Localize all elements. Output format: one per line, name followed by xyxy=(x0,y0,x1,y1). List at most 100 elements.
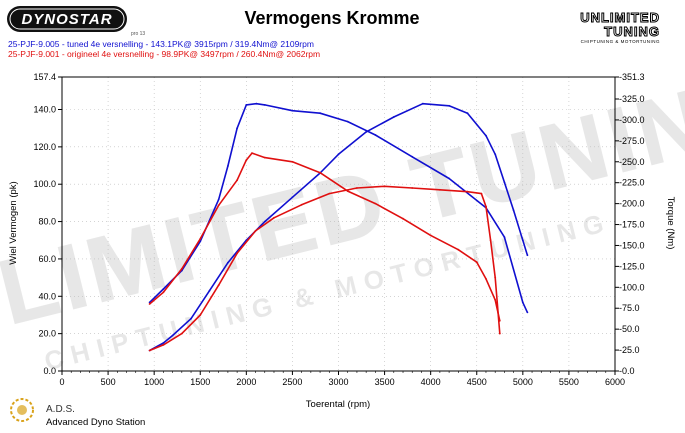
data-point xyxy=(190,317,192,320)
data-point xyxy=(421,102,424,105)
series-line-tuned-power xyxy=(149,102,529,352)
brand-line2: TUNING xyxy=(604,24,660,39)
data-point xyxy=(392,116,395,118)
data-point xyxy=(263,220,266,223)
y2-tick-label: -300.0 xyxy=(619,115,645,125)
series-group xyxy=(148,102,529,352)
x-tick-label: 5500 xyxy=(559,377,579,387)
data-point xyxy=(337,153,340,156)
y2-tick-label: -325.0 xyxy=(619,94,645,104)
y-tick-label: 40.0 xyxy=(38,291,56,301)
data-point xyxy=(251,152,253,155)
data-point xyxy=(494,153,497,156)
x-tick-label: 3000 xyxy=(328,377,348,387)
data-point xyxy=(148,303,151,305)
data-point xyxy=(180,268,183,270)
data-point xyxy=(466,190,469,193)
y-tick-label: 80.0 xyxy=(38,217,56,227)
x-tick-label: 500 xyxy=(101,377,116,387)
y-tick-label: 157.4 xyxy=(33,72,56,82)
data-point xyxy=(227,165,229,167)
dynostar-logo-text: DYNOSTAR xyxy=(21,11,112,28)
brand-line1: UNLIMITED xyxy=(580,10,660,25)
data-point xyxy=(217,204,220,207)
data-point xyxy=(217,198,220,201)
x-tick-label: 0 xyxy=(59,377,64,387)
data-point xyxy=(199,314,202,316)
data-point xyxy=(526,311,529,314)
data-point xyxy=(485,134,487,137)
data-point xyxy=(236,179,239,182)
y2-tick-label: -225.0 xyxy=(619,178,645,188)
y-tick-label: 100.0 xyxy=(33,179,56,189)
data-point xyxy=(475,261,478,264)
y2-tick-label: -125.0 xyxy=(619,261,645,271)
data-point xyxy=(263,104,266,106)
ads-logo xyxy=(10,398,34,422)
data-point xyxy=(236,252,239,255)
data-point xyxy=(494,276,497,279)
data-point xyxy=(439,188,441,191)
data-point xyxy=(429,234,432,237)
y2-axis-label: Torque (Nm) xyxy=(665,197,676,250)
dynostar-logo: DYNOSTAR pro 13 xyxy=(7,6,145,37)
data-point xyxy=(346,190,349,193)
data-point xyxy=(162,288,165,290)
data-point xyxy=(521,239,524,242)
y-tick-label: 20.0 xyxy=(38,329,56,339)
legend-run-original: 25-PJF-9.001 - origineel 4e versnelling … xyxy=(8,49,320,59)
data-point xyxy=(255,102,258,105)
y-tick-label: 0.0 xyxy=(43,366,56,376)
data-point xyxy=(526,254,529,257)
data-point xyxy=(180,332,183,335)
data-point xyxy=(227,261,229,264)
y2-tick-label: -200.0 xyxy=(619,199,645,209)
data-point xyxy=(480,192,483,195)
data-point xyxy=(356,187,358,189)
data-point xyxy=(291,109,294,112)
x-tick-label: 5000 xyxy=(513,377,533,387)
x-axis: 0 500 1000 1500 2000 2500 3000 3500 4000 4500 5000… xyxy=(59,371,625,387)
y-axis-right: -0.0 -25.0 -50.0 -75.0 -100.0 -125.0 -150.0 -17… xyxy=(615,72,645,376)
y2-tick-label: -0.0 xyxy=(619,366,635,376)
data-point xyxy=(374,202,377,205)
data-point xyxy=(457,248,460,251)
data-point xyxy=(466,112,469,115)
unlimited-tuning-logo: UNLIMITED TUNING CHIPTUNING & MOTORTUNIN… xyxy=(580,10,660,45)
data-point xyxy=(245,159,248,162)
x-axis-label: Toerental (rpm) xyxy=(306,399,370,410)
ads-station: Advanced Dyno Station xyxy=(46,417,145,428)
data-point xyxy=(162,344,165,346)
series-line-original-power xyxy=(149,185,501,352)
y2-tick-label: -50.0 xyxy=(619,324,640,334)
data-point xyxy=(489,239,492,242)
legend-run-tuned: 25-PJF-9.005 - tuned 4e versnelling - 14… xyxy=(8,39,314,49)
data-point xyxy=(199,237,202,240)
y2-tick-label: -150.0 xyxy=(619,240,645,250)
data-point xyxy=(411,155,414,158)
data-point xyxy=(263,156,266,159)
x-tick-label: 6000 xyxy=(605,377,625,387)
y2-tick-label: -175.0 xyxy=(619,220,645,230)
x-tick-label: 4500 xyxy=(467,377,487,387)
chart-title: Vermogens Kromme xyxy=(244,8,419,28)
data-point xyxy=(485,205,487,208)
data-point xyxy=(346,120,349,123)
x-tick-label: 1500 xyxy=(190,377,210,387)
data-point xyxy=(171,334,174,337)
data-point xyxy=(494,299,497,301)
data-point xyxy=(162,291,165,294)
data-point xyxy=(485,278,487,280)
brand-sub: CHIPTUNING & MOTORTUNING xyxy=(581,39,660,44)
x-tick-label: 1000 xyxy=(144,377,164,387)
data-point xyxy=(402,217,404,220)
dynostar-version: pro 13 xyxy=(131,31,145,37)
data-point xyxy=(319,112,321,115)
data-point xyxy=(254,230,257,232)
data-point xyxy=(273,216,275,219)
data-point xyxy=(498,332,501,335)
data-point xyxy=(319,171,321,174)
y2-tick-label: -275.0 xyxy=(619,136,645,146)
y2-tick-label: -25.0 xyxy=(619,345,640,355)
